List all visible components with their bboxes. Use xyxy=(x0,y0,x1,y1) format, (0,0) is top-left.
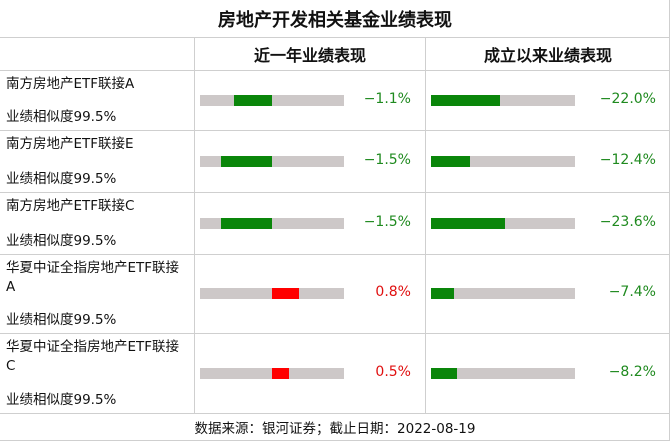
similarity-text: 业绩相似度99.5% xyxy=(6,392,117,408)
since-value: −12.4% xyxy=(599,152,656,168)
recent-value: −1.1% xyxy=(363,91,411,107)
since-bar-fill xyxy=(431,156,470,167)
similarity-text: 业绩相似度99.5% xyxy=(6,171,117,187)
fund-name-cell: 南方房地产ETF联接C 业绩相似度99.5% xyxy=(0,193,195,254)
since-inception-cell: −22.0% xyxy=(426,71,670,130)
recent-value: 0.8% xyxy=(375,284,411,300)
recent-bar-fill xyxy=(272,368,289,379)
since-bar-track xyxy=(431,95,575,106)
fund-row: 南方房地产ETF联接E 业绩相似度99.5% −1.5% −12.4% xyxy=(0,131,670,193)
recent-bar-fill xyxy=(234,95,272,106)
recent-value: 0.5% xyxy=(375,364,411,380)
recent-bar-fill xyxy=(272,288,299,299)
fund-name: 南方房地产ETF联接E xyxy=(6,136,134,152)
recent-performance-cell: 0.5% xyxy=(195,334,426,413)
recent-performance-cell: 0.8% xyxy=(195,255,426,333)
page-title: 房地产开发相关基金业绩表现 xyxy=(0,0,670,38)
recent-bar-track xyxy=(200,218,344,229)
fund-name: 华夏中证全指房地产ETF联接A xyxy=(6,260,180,295)
header-blank-cell xyxy=(0,37,195,71)
since-bar-track xyxy=(431,218,575,229)
fund-row: 华夏中证全指房地产ETF联接A 业绩相似度99.5% 0.8% −7.4% xyxy=(0,255,670,334)
fund-name: 南方房地产ETF联接C xyxy=(6,198,135,214)
since-bar-fill xyxy=(431,95,500,106)
since-value: −7.4% xyxy=(608,284,656,300)
recent-bar-track xyxy=(200,156,344,167)
since-value: −23.6% xyxy=(599,214,656,230)
since-bar-fill xyxy=(431,288,454,299)
fund-row: 南方房地产ETF联接A 业绩相似度99.5% −1.1% −22.0% xyxy=(0,71,670,131)
recent-value: −1.5% xyxy=(363,152,411,168)
fund-name-cell: 华夏中证全指房地产ETF联接C 业绩相似度99.5% xyxy=(0,334,195,413)
fund-name: 华夏中证全指房地产ETF联接C xyxy=(6,339,180,374)
fund-row: 华夏中证全指房地产ETF联接C 业绩相似度99.5% 0.5% −8.2% xyxy=(0,334,670,414)
since-inception-cell: −23.6% xyxy=(426,193,670,254)
similarity-text: 业绩相似度99.5% xyxy=(6,109,117,125)
since-bar-track xyxy=(431,156,575,167)
fund-name-cell: 华夏中证全指房地产ETF联接A 业绩相似度99.5% xyxy=(0,255,195,333)
recent-performance-cell: −1.5% xyxy=(195,193,426,254)
recent-bar-track xyxy=(200,95,344,106)
header-since-inception-performance: 成立以来业绩表现 xyxy=(426,37,670,71)
header-recent-performance: 近一年业绩表现 xyxy=(195,37,426,71)
since-bar-track xyxy=(431,288,575,299)
recent-bar-track xyxy=(200,368,344,379)
fund-name-cell: 南方房地产ETF联接A 业绩相似度99.5% xyxy=(0,71,195,130)
data-source-footer: 数据来源：银河证券；截止日期：2022-08-19 xyxy=(194,421,476,437)
fund-name-cell: 南方房地产ETF联接E 业绩相似度99.5% xyxy=(0,131,195,192)
recent-bar-fill xyxy=(221,156,272,167)
since-value: −8.2% xyxy=(608,364,656,380)
since-inception-cell: −7.4% xyxy=(426,255,670,333)
since-bar-fill xyxy=(431,218,505,229)
recent-performance-cell: −1.5% xyxy=(195,131,426,192)
since-inception-cell: −8.2% xyxy=(426,334,670,413)
since-value: −22.0% xyxy=(599,91,656,107)
recent-performance-cell: −1.1% xyxy=(195,71,426,130)
fund-row: 南方房地产ETF联接C 业绩相似度99.5% −1.5% −23.6% xyxy=(0,193,670,255)
recent-bar-fill xyxy=(221,218,272,229)
similarity-text: 业绩相似度99.5% xyxy=(6,312,117,328)
recent-bar-track xyxy=(200,288,344,299)
recent-value: −1.5% xyxy=(363,214,411,230)
since-bar-track xyxy=(431,368,575,379)
fund-name: 南方房地产ETF联接A xyxy=(6,76,135,92)
since-inception-cell: −12.4% xyxy=(426,131,670,192)
similarity-text: 业绩相似度99.5% xyxy=(6,233,117,249)
since-bar-fill xyxy=(431,368,457,379)
